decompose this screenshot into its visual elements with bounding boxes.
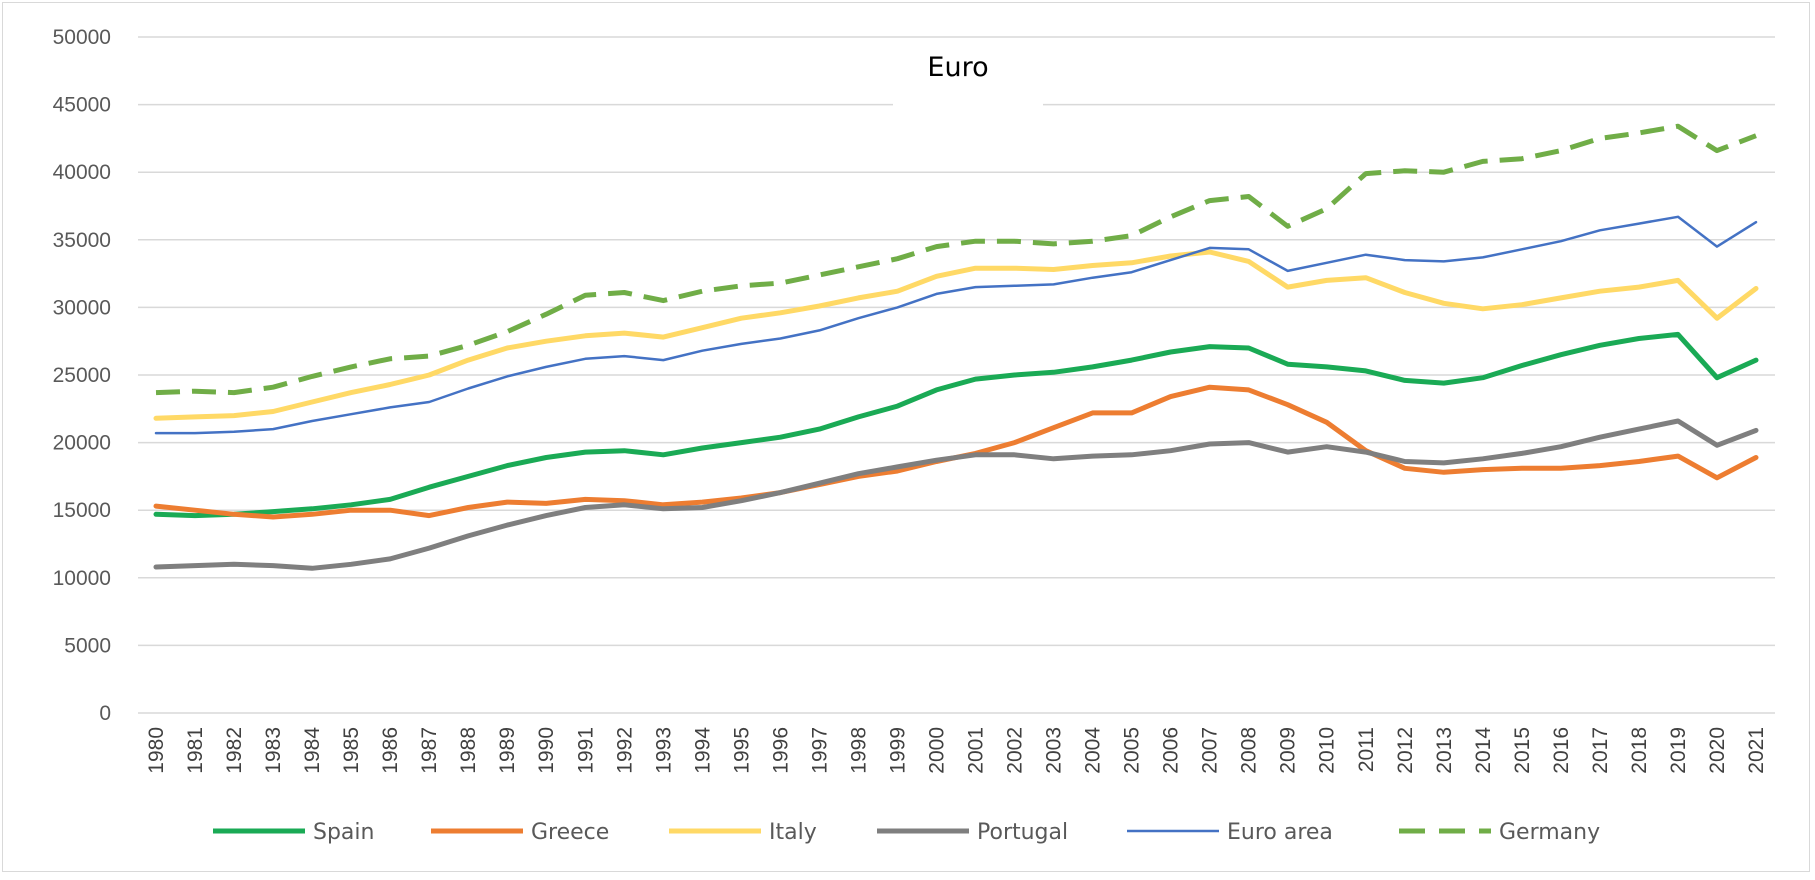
y-tick-label: 35000 bbox=[53, 229, 111, 252]
y-tick-label: 45000 bbox=[53, 94, 111, 117]
x-tick-label: 1989 bbox=[496, 727, 519, 774]
x-tick-label: 1999 bbox=[886, 727, 909, 774]
x-tick-label: 2014 bbox=[1472, 727, 1495, 774]
x-tick-label: 2015 bbox=[1511, 727, 1534, 774]
legend-label-portugal: Portugal bbox=[977, 820, 1068, 845]
x-tick-label: 2005 bbox=[1121, 727, 1144, 774]
y-tick-label: 20000 bbox=[53, 432, 111, 455]
x-tick-label: 1995 bbox=[730, 727, 753, 774]
x-tick-label: 1992 bbox=[613, 727, 636, 774]
x-tick-label: 2020 bbox=[1706, 727, 1729, 774]
x-tick-label: 1994 bbox=[691, 727, 714, 774]
x-tick-label: 1991 bbox=[574, 727, 597, 774]
x-tick-label: 2010 bbox=[1316, 727, 1339, 774]
x-tick-label: 1981 bbox=[184, 727, 207, 774]
legend-label-euro-area: Euro area bbox=[1227, 820, 1333, 845]
x-tick-label: 1982 bbox=[223, 727, 246, 774]
x-tick-label: 2003 bbox=[1043, 727, 1066, 774]
x-tick-label: 2000 bbox=[925, 727, 948, 774]
series-line-spain bbox=[153, 331, 1759, 519]
y-tick-label: 15000 bbox=[53, 499, 111, 522]
x-tick-label: 2009 bbox=[1277, 727, 1300, 774]
gridlines bbox=[138, 36, 1775, 714]
x-tick-label: 1988 bbox=[457, 727, 480, 774]
series-line-italy bbox=[153, 249, 1759, 421]
x-tick-label: 1998 bbox=[847, 727, 870, 774]
series-line-euro-area bbox=[154, 215, 1758, 435]
x-tick-label: 2004 bbox=[1082, 727, 1105, 774]
y-tick-label: 0 bbox=[99, 702, 111, 725]
title-background bbox=[893, 61, 1043, 111]
legend-label-spain: Spain bbox=[313, 820, 374, 845]
x-tick-label: 2018 bbox=[1628, 727, 1651, 774]
x-tick-label: 2019 bbox=[1667, 727, 1690, 774]
series-line-germany bbox=[155, 123, 1757, 396]
x-tick-label: 2011 bbox=[1355, 727, 1378, 772]
x-tick-label: 2012 bbox=[1394, 727, 1417, 774]
legend-label-italy: Italy bbox=[769, 820, 817, 845]
y-tick-label: 50000 bbox=[53, 26, 111, 49]
series-lines bbox=[153, 123, 1759, 571]
chart-title: Euro bbox=[927, 52, 988, 83]
x-tick-label: 2021 bbox=[1745, 727, 1768, 774]
y-tick-label: 5000 bbox=[64, 634, 111, 657]
x-tick-label: 1987 bbox=[418, 727, 441, 774]
legend: Spain Greece Italy Portugal Euro area Germany bbox=[213, 820, 1600, 845]
y-tick-label: 30000 bbox=[53, 296, 111, 319]
x-tick-label: 1990 bbox=[535, 727, 558, 774]
y-tick-label: 10000 bbox=[53, 567, 111, 590]
line-chart: 0 5000 10000 15000 20000 25000 30000 35000 40000… bbox=[53, 26, 1775, 845]
legend-label-germany: Germany bbox=[1499, 820, 1600, 845]
legend-label-greece: Greece bbox=[531, 820, 609, 845]
x-tick-label: 2016 bbox=[1550, 727, 1573, 774]
x-tick-label: 2007 bbox=[1199, 727, 1222, 774]
x-tick-label: 1997 bbox=[808, 727, 831, 774]
y-tick-label: 25000 bbox=[53, 364, 111, 387]
x-tick-label: 1993 bbox=[652, 727, 675, 774]
x-tick-label: 1983 bbox=[262, 727, 285, 774]
x-tick-label: 1984 bbox=[301, 727, 324, 774]
x-tick-label: 2006 bbox=[1160, 727, 1183, 774]
x-tick-label: 2002 bbox=[1004, 727, 1027, 774]
series-line-portugal bbox=[153, 418, 1759, 571]
x-tick-label: 1985 bbox=[340, 727, 363, 774]
x-axis-tick-labels: 1980 1981 1982 1983 1984 1985 1986 1987 1988 1989… bbox=[145, 727, 1768, 774]
x-tick-label: 1980 bbox=[145, 727, 168, 774]
x-tick-label: 2001 bbox=[965, 727, 988, 774]
x-tick-label: 2008 bbox=[1238, 727, 1261, 774]
x-tick-label: 2017 bbox=[1589, 727, 1612, 774]
y-tick-label: 40000 bbox=[53, 161, 111, 184]
y-axis-tick-labels: 0 5000 10000 15000 20000 25000 30000 35000 40000… bbox=[53, 26, 111, 725]
x-tick-label: 1996 bbox=[769, 727, 792, 774]
x-tick-label: 1986 bbox=[379, 727, 402, 774]
x-tick-label: 2013 bbox=[1433, 727, 1456, 774]
